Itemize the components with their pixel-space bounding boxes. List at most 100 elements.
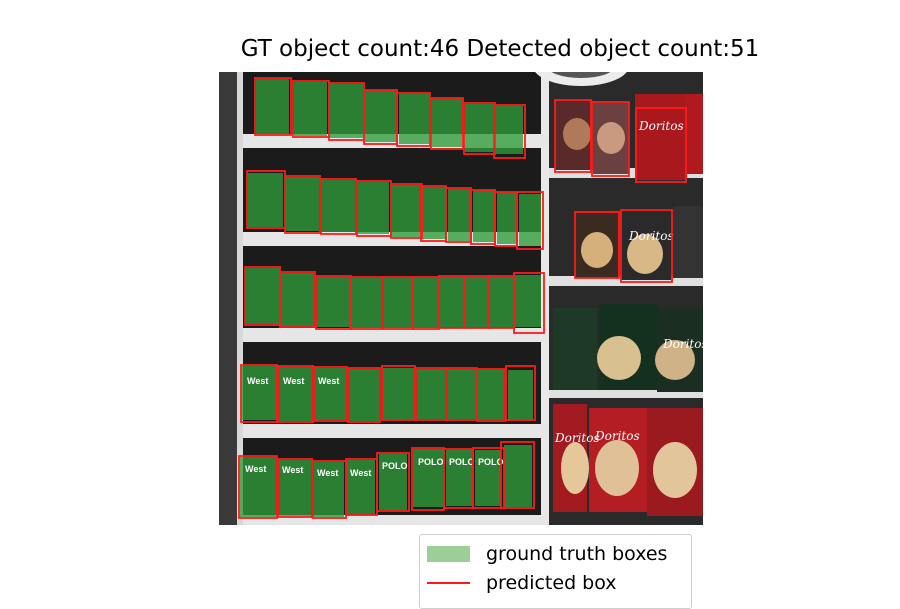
gt-box bbox=[349, 369, 379, 421]
shelf-photo-svg: West West West West West West West POLO … bbox=[219, 72, 703, 525]
gt-box bbox=[248, 173, 283, 227]
pred-box bbox=[240, 364, 278, 423]
pred-box bbox=[390, 183, 423, 239]
pred-box bbox=[396, 92, 431, 147]
gt-box bbox=[315, 368, 346, 420]
gt-box bbox=[473, 190, 495, 242]
pred-box bbox=[635, 107, 687, 183]
ground-truth-layer bbox=[240, 79, 541, 517]
pred-box bbox=[381, 365, 416, 421]
pred-box bbox=[349, 276, 383, 330]
gt-box bbox=[465, 277, 488, 327]
gt-box bbox=[286, 177, 319, 231]
pred-box bbox=[620, 209, 673, 283]
gt-box bbox=[490, 277, 513, 327]
gt-box bbox=[504, 445, 532, 507]
predicted-swatch bbox=[427, 582, 470, 584]
gt-box bbox=[478, 370, 504, 420]
gt-box bbox=[448, 369, 476, 419]
gt-box bbox=[365, 90, 396, 142]
gt-box bbox=[314, 462, 344, 517]
pack-label-west: West bbox=[283, 376, 304, 386]
pred-box bbox=[277, 458, 313, 518]
pred-box bbox=[516, 191, 544, 250]
ground-truth-swatch bbox=[427, 546, 470, 562]
gt-box bbox=[448, 189, 471, 241]
snack-text-layer: Doritos Doritos Doritos Doritos Doritos bbox=[554, 119, 703, 445]
pred-box bbox=[500, 441, 535, 509]
pred-box bbox=[513, 272, 545, 334]
pred-box bbox=[254, 77, 292, 136]
pred-box bbox=[574, 211, 620, 279]
gt-box bbox=[379, 454, 407, 510]
pred-box bbox=[554, 99, 592, 173]
gt-box bbox=[383, 368, 414, 420]
pred-box bbox=[313, 366, 348, 422]
gt-box bbox=[358, 182, 389, 234]
pack-label-polo: POLO bbox=[449, 457, 475, 467]
gt-box bbox=[440, 277, 463, 327]
gt-box bbox=[392, 185, 420, 237]
pred-box bbox=[591, 101, 630, 177]
pack-label-doritos: Doritos bbox=[554, 431, 600, 445]
pack-label-polo: POLO bbox=[478, 457, 504, 467]
pred-box bbox=[415, 367, 447, 421]
predicted-label: predicted box bbox=[486, 572, 617, 594]
pack-label-doritos: Doritos bbox=[662, 337, 703, 351]
pack-label-west: West bbox=[282, 465, 303, 475]
gt-box bbox=[279, 367, 312, 421]
gt-box bbox=[279, 460, 311, 516]
pred-box bbox=[279, 271, 316, 328]
gt-box bbox=[446, 450, 472, 506]
pack-label-polo: POLO bbox=[382, 461, 408, 471]
gt-box bbox=[496, 106, 523, 154]
gt-box bbox=[422, 187, 446, 239]
pack-label-doritos: Doritos bbox=[594, 429, 640, 443]
pred-box bbox=[376, 452, 410, 512]
pack-label-doritos: Doritos bbox=[638, 119, 684, 133]
pack-label-west: West bbox=[318, 376, 339, 386]
pred-box bbox=[505, 365, 536, 421]
gt-box bbox=[475, 450, 501, 506]
gt-box bbox=[399, 94, 429, 144]
pred-box bbox=[476, 368, 506, 422]
snack-bags bbox=[553, 94, 703, 516]
gt-box bbox=[246, 268, 279, 324]
pred-box bbox=[493, 104, 526, 159]
gt-box bbox=[281, 273, 314, 326]
pack-label-polo: POLO bbox=[418, 457, 444, 467]
gt-box bbox=[240, 457, 276, 517]
gt-box bbox=[519, 194, 541, 246]
pred-box bbox=[277, 365, 314, 423]
gt-box bbox=[351, 278, 381, 328]
gt-box bbox=[384, 278, 412, 328]
pred-box bbox=[430, 97, 464, 150]
gt-box bbox=[330, 84, 363, 138]
pack-label-doritos: Doritos bbox=[628, 229, 674, 243]
gt-box bbox=[413, 449, 443, 507]
gt-box bbox=[417, 369, 445, 419]
pred-box bbox=[347, 367, 381, 423]
pack-label-west: West bbox=[245, 464, 266, 474]
gt-box bbox=[242, 366, 277, 420]
gt-box bbox=[294, 82, 327, 136]
pack-text-layer: West West West West West West West POLO … bbox=[245, 376, 504, 478]
gt-box bbox=[515, 275, 541, 327]
gt-box bbox=[322, 180, 355, 232]
pred-box bbox=[315, 275, 352, 330]
pred-box bbox=[238, 455, 278, 519]
gt-box bbox=[317, 277, 350, 327]
pred-box bbox=[463, 102, 496, 155]
pack-label-west: West bbox=[317, 468, 338, 478]
gt-box bbox=[414, 278, 438, 328]
pred-box bbox=[284, 175, 321, 234]
pred-box bbox=[320, 178, 357, 235]
gt-box bbox=[347, 460, 375, 514]
pack-label-west: West bbox=[247, 376, 268, 386]
gt-box bbox=[256, 79, 289, 134]
pred-box bbox=[472, 447, 505, 509]
gt-box bbox=[432, 99, 462, 147]
predicted-layer bbox=[238, 77, 687, 519]
gt-box bbox=[465, 104, 493, 152]
legend: ground truth boxes predicted box bbox=[419, 534, 692, 609]
